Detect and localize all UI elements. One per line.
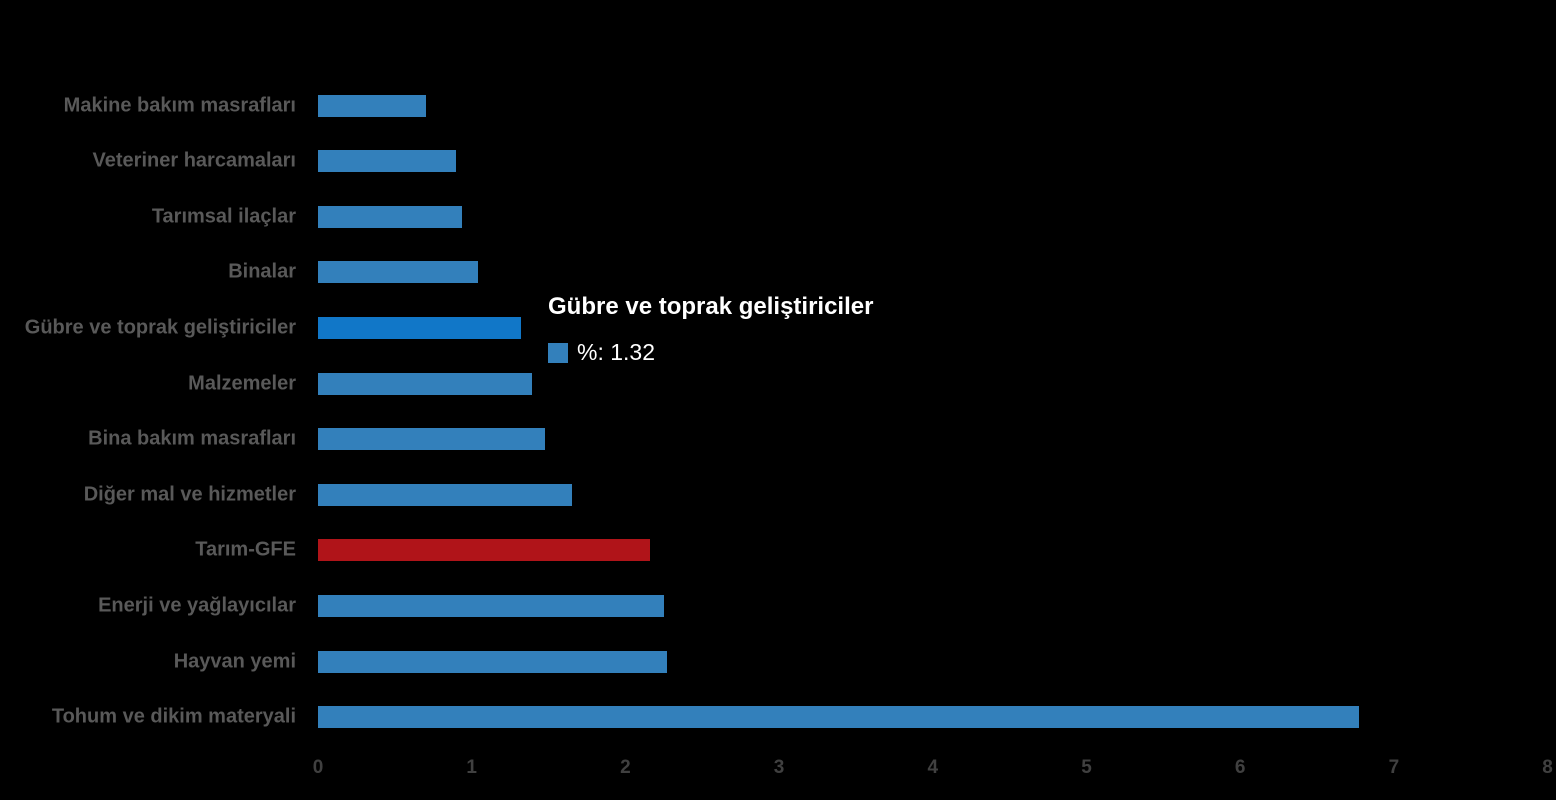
category-label: Tarım-GFE: [195, 538, 296, 561]
tooltip-title: Gübre ve toprak geliştiriciler: [548, 293, 874, 320]
chart-bar[interactable]: [318, 94, 426, 117]
chart-bar-highlighted[interactable]: [318, 316, 521, 339]
x-axis-tick-label: 7: [1388, 757, 1400, 778]
category-label: Diğer mal ve hizmetler: [83, 483, 296, 506]
tooltip: Gübre ve toprak geliştiriciler %: 1.32: [548, 293, 873, 366]
category-label: Malzemeler: [188, 372, 296, 394]
series-marker-icon: [548, 342, 568, 363]
category-label: Binalar: [228, 260, 296, 283]
x-axis-tick-label: 6: [1234, 757, 1246, 778]
chart-bar[interactable]: [318, 594, 664, 617]
chart-bar[interactable]: [318, 261, 478, 284]
x-axis-tick-label: 5: [1081, 757, 1092, 778]
tooltip-value: %: 1.32: [577, 339, 655, 365]
x-axis-tick-label: 0: [312, 757, 324, 778]
chart-bar[interactable]: [318, 483, 572, 506]
x-axis-tick-label: 4: [927, 757, 939, 778]
category-label: Tarımsal ilaçlar: [151, 205, 296, 228]
category-label: Gübre ve toprak geliştiriciler: [24, 316, 296, 339]
chart-bar[interactable]: [318, 205, 463, 228]
category-label: Hayvan yemi: [173, 650, 296, 672]
x-axis-tick-label: 1: [466, 757, 477, 778]
tooltip-value-row: %: 1.32: [548, 339, 873, 366]
chart-bar[interactable]: [318, 539, 650, 562]
x-axis-tick-label: 2: [620, 757, 631, 778]
category-label: Bina bakım masrafları: [88, 427, 296, 450]
x-axis-tick-label: 3: [773, 757, 785, 778]
chart-bar[interactable]: [318, 428, 546, 451]
category-label: Tohum ve dikim materyali: [51, 705, 296, 728]
x-axis-tick-label: 8: [1542, 757, 1553, 778]
chart-bar[interactable]: [318, 150, 457, 173]
category-label: Enerji ve yağlayıcılar: [98, 594, 296, 617]
chart-bar[interactable]: [318, 650, 667, 673]
category-label: Veteriner harcamaları: [92, 149, 296, 172]
category-label: Makine bakım masrafları: [63, 94, 296, 116]
chart-bar[interactable]: [318, 706, 1359, 729]
chart-bar[interactable]: [318, 372, 532, 395]
